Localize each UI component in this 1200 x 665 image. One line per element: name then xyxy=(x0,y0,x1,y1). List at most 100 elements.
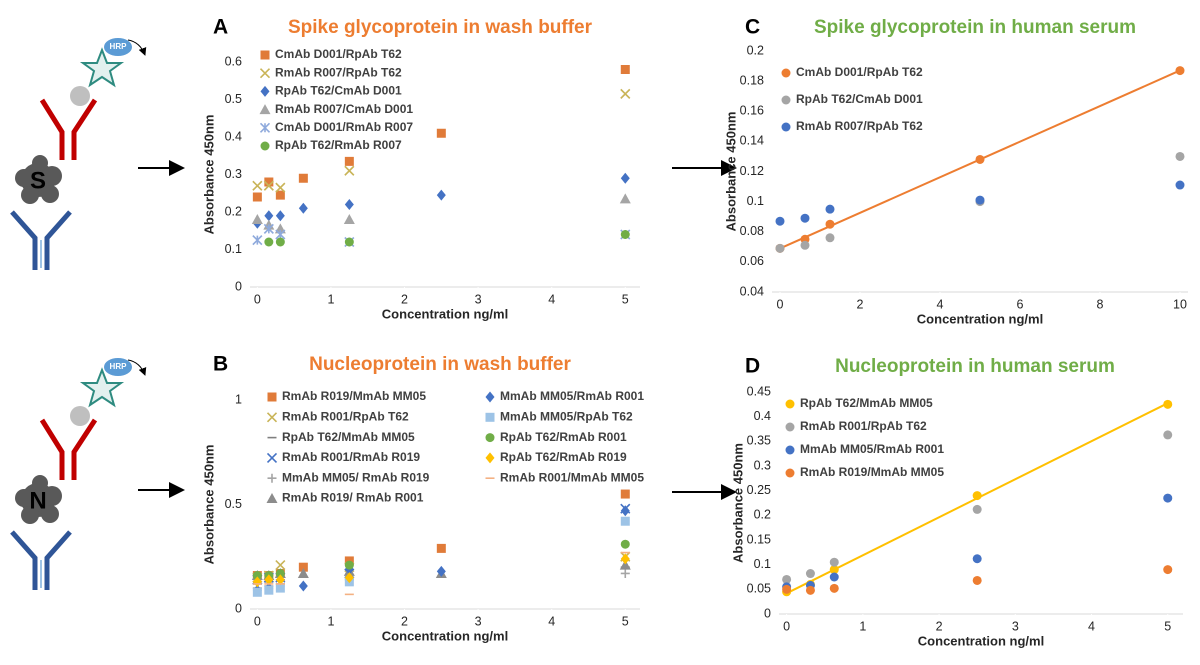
marker-shape xyxy=(621,505,630,516)
marker-shape xyxy=(1163,565,1172,574)
x-tick-label: 4 xyxy=(937,297,944,311)
legend-label: MmAb MM05/RmAb R001 xyxy=(500,389,644,403)
marker-shape xyxy=(826,233,835,242)
y-tick-label: 0.6 xyxy=(225,54,242,68)
data-point xyxy=(1163,565,1172,574)
marker-shape xyxy=(264,210,273,221)
legend-marker xyxy=(486,433,495,442)
marker-shape xyxy=(621,553,630,564)
data-point xyxy=(976,196,985,205)
data-point xyxy=(776,244,785,253)
y-tick-label: 0.06 xyxy=(740,254,764,268)
legend-marker xyxy=(261,51,270,60)
marker-shape xyxy=(1163,430,1172,439)
legend-entry: RpAb T62/RmAb R007 xyxy=(275,138,402,152)
marker-shape xyxy=(1163,494,1172,503)
legend-label: CmAb D001/RpAb T62 xyxy=(796,65,923,79)
legend-label: RmAb R001/RpAb T62 xyxy=(282,409,409,423)
marker-shape xyxy=(806,569,815,578)
data-point xyxy=(830,584,839,593)
data-point xyxy=(264,210,273,221)
figure: HRP S HRP N ASpike glycoprotein in wash … xyxy=(0,0,1200,660)
legend-entry: RmAb R007/CmAb D001 xyxy=(275,102,413,116)
marker-shape xyxy=(782,96,791,105)
data-point xyxy=(344,214,355,224)
x-tick-label: 2 xyxy=(401,614,408,628)
y-axis-title: Absorbance 450nm xyxy=(723,112,738,232)
data-point xyxy=(1163,494,1172,503)
data-point xyxy=(830,573,839,582)
x-tick-label: 0 xyxy=(254,614,261,628)
marker-shape xyxy=(252,214,263,224)
data-point xyxy=(830,558,839,567)
data-point xyxy=(976,155,985,164)
legend-label: RpAb T62/RmAb R019 xyxy=(500,450,627,464)
x-tick-label: 1 xyxy=(327,292,334,306)
marker-shape xyxy=(486,392,495,403)
data-point xyxy=(973,505,982,514)
marker-shape xyxy=(486,452,495,463)
y-tick-label: 0 xyxy=(764,606,771,620)
marker-shape xyxy=(786,446,795,455)
data-point xyxy=(621,517,630,526)
x-axis-title: Concentration ng/ml xyxy=(382,628,508,643)
marker-shape xyxy=(620,193,631,203)
marker-shape xyxy=(786,469,795,478)
legend-marker xyxy=(486,452,495,463)
y-tick-label: 0.15 xyxy=(747,532,771,546)
marker-shape xyxy=(253,193,262,202)
legend-marker xyxy=(268,474,277,483)
legend-entry: RmAb R001/RpAb T62 xyxy=(800,419,927,433)
legend-marker xyxy=(786,469,795,478)
data-point xyxy=(621,540,630,549)
marker-shape xyxy=(621,173,630,184)
data-point xyxy=(826,233,835,242)
data-point xyxy=(252,214,263,224)
data-point xyxy=(973,491,982,500)
x-tick-label: 0 xyxy=(254,292,261,306)
legend-label: MmAb MM05/RpAb T62 xyxy=(500,409,633,423)
legend-marker xyxy=(786,400,795,409)
y-tick-label: 0.25 xyxy=(747,483,771,497)
marker-shape xyxy=(621,65,630,74)
data-point xyxy=(801,241,810,250)
chart-title: Nucleoprotein in wash buffer xyxy=(309,354,571,375)
marker-stroke xyxy=(253,181,262,190)
marker-shape xyxy=(264,238,273,247)
marker-shape xyxy=(1176,152,1185,161)
marker-shape xyxy=(973,554,982,563)
marker-stroke xyxy=(261,123,270,132)
y-tick-label: 0.16 xyxy=(740,104,764,118)
legend-label: CmAb D001/RmAb R007 xyxy=(275,120,413,134)
antigen-label: N xyxy=(29,487,46,514)
data-point xyxy=(253,193,262,202)
legend-marker xyxy=(268,393,277,402)
data-point xyxy=(806,586,815,595)
legend-label: RmAb R007/RpAb T62 xyxy=(275,65,402,79)
y-axis-title: Absorbance 450nm xyxy=(730,443,745,563)
enzyme-label: HRP xyxy=(110,362,128,371)
legend-label: RmAb R007/CmAb D001 xyxy=(275,102,413,116)
legend-marker xyxy=(268,453,277,462)
legend-label: RmAb R019/MmAb MM05 xyxy=(282,389,426,403)
data-point xyxy=(1176,181,1185,190)
marker-shape xyxy=(437,129,446,138)
y-tick-label: 0.4 xyxy=(754,409,771,423)
data-point xyxy=(299,581,308,592)
y-tick-label: 0.04 xyxy=(740,284,764,298)
legend-entry: RmAb R001/RpAb T62 xyxy=(282,409,409,423)
marker-shape xyxy=(830,584,839,593)
x-tick-label: 3 xyxy=(475,292,482,306)
legend-entry: MmAb MM05/RmAb R001 xyxy=(800,442,944,456)
data-point xyxy=(621,173,630,184)
legend-label: RpAb T62/RmAb R001 xyxy=(500,430,627,444)
data-point xyxy=(621,89,630,98)
marker-shape xyxy=(299,581,308,592)
legend-label: RpAb T62/RmAb R007 xyxy=(275,138,402,152)
data-point xyxy=(437,544,446,553)
data-point xyxy=(973,576,982,585)
marker-shape xyxy=(830,573,839,582)
marker-shape xyxy=(260,104,271,114)
legend-entry: MmAb MM05/RpAb T62 xyxy=(500,409,633,423)
chart-title: Spike glycoprotein in human serum xyxy=(814,17,1136,38)
